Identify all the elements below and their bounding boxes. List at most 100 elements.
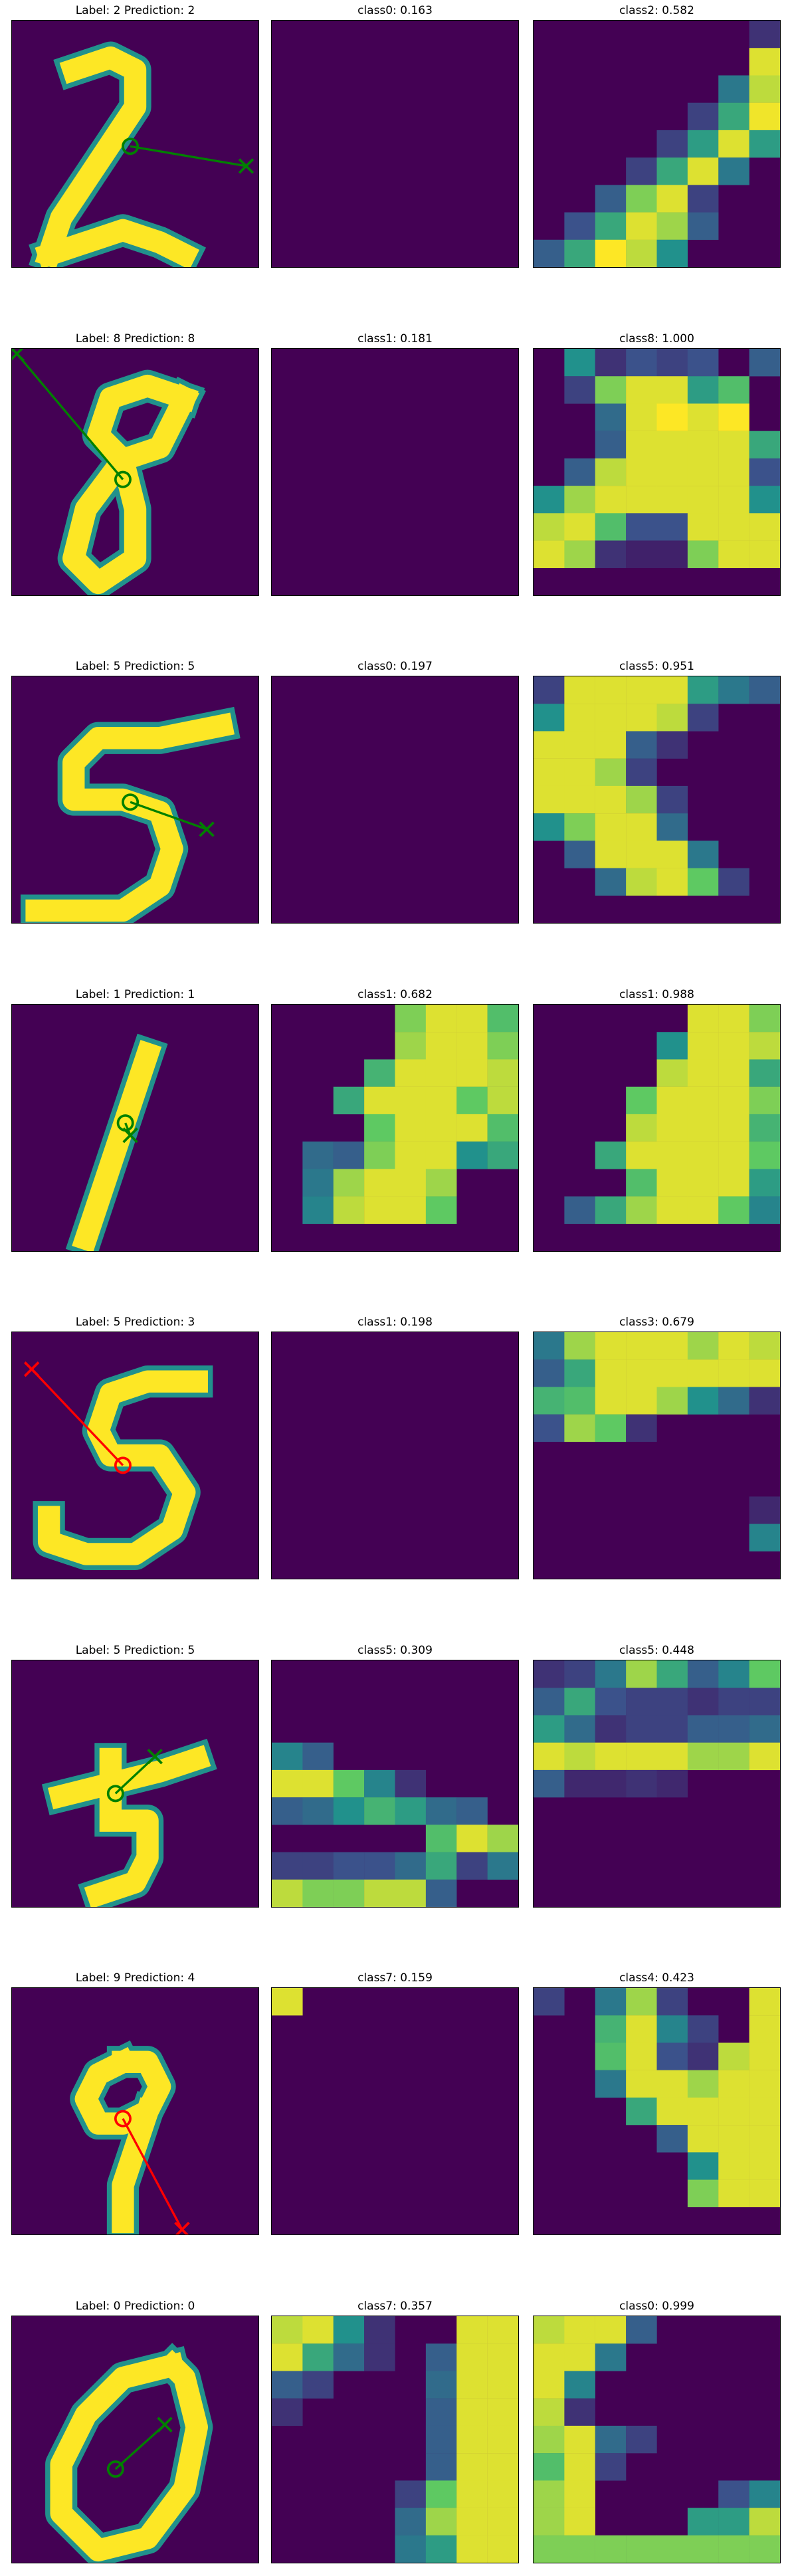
heatmap-cell bbox=[626, 349, 657, 377]
heatmap-cell bbox=[272, 2316, 303, 2344]
heatmap-cell bbox=[687, 2070, 719, 2098]
heatmap-cell bbox=[595, 1196, 627, 1224]
heatmap-cell bbox=[534, 2425, 565, 2454]
heatmap-cell bbox=[595, 758, 627, 787]
heatmap-cell bbox=[595, 2015, 627, 2043]
heatmap-cell bbox=[749, 1715, 780, 1743]
heatmap-cell bbox=[749, 130, 780, 158]
row3-cam-a-image bbox=[272, 676, 518, 923]
heatmap-cell bbox=[626, 376, 657, 404]
heatmap-cell bbox=[364, 1114, 395, 1142]
row5-digit-image bbox=[23, 1361, 213, 1571]
heatmap-cell bbox=[749, 1332, 780, 1360]
heatmap-cell bbox=[425, 1169, 457, 1197]
heatmap-cell bbox=[425, 1032, 457, 1060]
row6-cam-b-image bbox=[534, 1660, 780, 1798]
heatmap-cell bbox=[656, 212, 688, 240]
heatmap-cell bbox=[687, 2179, 719, 2207]
row6-cam-b-panel bbox=[533, 1660, 781, 1908]
heatmap-cell bbox=[718, 2179, 749, 2207]
heatmap-cell bbox=[749, 349, 780, 377]
heatmap-cell bbox=[272, 1742, 303, 1771]
heatmap-cell bbox=[718, 1660, 749, 1688]
heatmap-cell bbox=[302, 1196, 334, 1224]
heatmap-cell bbox=[749, 676, 780, 704]
row1-digit-image bbox=[29, 41, 254, 267]
heatmap-cell bbox=[656, 868, 688, 896]
heatmap-cell bbox=[395, 1852, 427, 1880]
heatmap-cell bbox=[718, 2508, 749, 2535]
heatmap-cell bbox=[595, 2343, 627, 2371]
heatmap-cell bbox=[564, 731, 595, 759]
heatmap-cell bbox=[487, 2480, 518, 2508]
heatmap-cell bbox=[487, 2425, 518, 2454]
heatmap-cell bbox=[626, 2097, 657, 2126]
heatmap-cell bbox=[656, 157, 688, 185]
row2-cam-a-panel bbox=[271, 348, 519, 596]
heatmap-cell bbox=[364, 1141, 395, 1169]
heatmap-cell bbox=[687, 2125, 719, 2153]
heatmap-cell bbox=[656, 1387, 688, 1415]
row3-cam-a-title: class0: 0.197 bbox=[357, 660, 433, 673]
heatmap-cell bbox=[425, 2371, 457, 2399]
row8-digit-panel bbox=[11, 2316, 259, 2563]
heatmap-cell bbox=[656, 2097, 688, 2126]
heatmap-cell bbox=[626, 1769, 657, 1798]
target-x-marker bbox=[147, 1748, 163, 1765]
heatmap-cell bbox=[487, 1825, 518, 1852]
row7-digit-panel bbox=[11, 1987, 259, 2235]
row1-cam-a-panel bbox=[271, 20, 519, 268]
heatmap-cell bbox=[564, 1769, 595, 1798]
heatmap-cell bbox=[626, 2425, 657, 2454]
heatmap-cell bbox=[272, 1797, 303, 1825]
heatmap-cell bbox=[749, 2125, 780, 2153]
heatmap-cell bbox=[564, 2371, 595, 2399]
heatmap-cell bbox=[718, 157, 749, 185]
heatmap-cell bbox=[534, 239, 565, 267]
heatmap-cell bbox=[272, 1988, 303, 2016]
heatmap-cell bbox=[626, 1742, 657, 1771]
row8-digit-image bbox=[45, 2343, 213, 2563]
heatmap-cell bbox=[364, 1086, 395, 1115]
row6-cam-a-image bbox=[272, 1742, 518, 1907]
heatmap-cell bbox=[656, 813, 688, 841]
heatmap-cell bbox=[687, 130, 719, 158]
heatmap-cell bbox=[749, 458, 780, 486]
heatmap-cell bbox=[626, 2015, 657, 2043]
heatmap-cell bbox=[425, 2453, 457, 2481]
heatmap-cell bbox=[656, 2015, 688, 2043]
heatmap-cell bbox=[626, 239, 657, 267]
row3-cam-b-panel bbox=[533, 676, 781, 924]
heatmap-cell bbox=[456, 2371, 488, 2399]
heatmap-cell bbox=[595, 1332, 627, 1360]
heatmap-cell bbox=[425, 1879, 457, 1907]
heatmap-cell bbox=[534, 1742, 565, 1771]
row8-digit-title: Label: 0 Prediction: 0 bbox=[75, 2300, 195, 2313]
heatmap-cell bbox=[656, 2535, 688, 2563]
heatmap-cell bbox=[656, 1032, 688, 1060]
heatmap-cell bbox=[595, 1715, 627, 1743]
heatmap-cell bbox=[718, 1005, 749, 1033]
heatmap-cell bbox=[656, 1169, 688, 1197]
heatmap-cell bbox=[395, 1086, 427, 1115]
heatmap-cell bbox=[425, 1825, 457, 1852]
heatmap-cell bbox=[749, 1524, 780, 1551]
heatmap-cell bbox=[687, 2535, 719, 2563]
heatmap-cell bbox=[534, 1769, 565, 1798]
heatmap-cell bbox=[595, 731, 627, 759]
heatmap-cell bbox=[534, 1387, 565, 1415]
heatmap-cell bbox=[302, 1141, 334, 1169]
heatmap-cell bbox=[456, 1797, 488, 1825]
heatmap-cell bbox=[687, 2152, 719, 2180]
heatmap-cell bbox=[687, 2015, 719, 2043]
digit-stroke bbox=[35, 46, 200, 267]
heatmap-cell bbox=[456, 2425, 488, 2454]
heatmap-cell bbox=[456, 1059, 488, 1087]
row1-cam-a-image bbox=[272, 21, 518, 267]
heatmap-cell bbox=[595, 2425, 627, 2454]
heatmap-cell bbox=[626, 2316, 657, 2344]
heatmap-cell bbox=[718, 1332, 749, 1360]
origin-circle-marker bbox=[106, 1785, 124, 1803]
heatmap-cell bbox=[564, 2425, 595, 2454]
row5-cam-b-title: class3: 0.679 bbox=[619, 1316, 694, 1329]
